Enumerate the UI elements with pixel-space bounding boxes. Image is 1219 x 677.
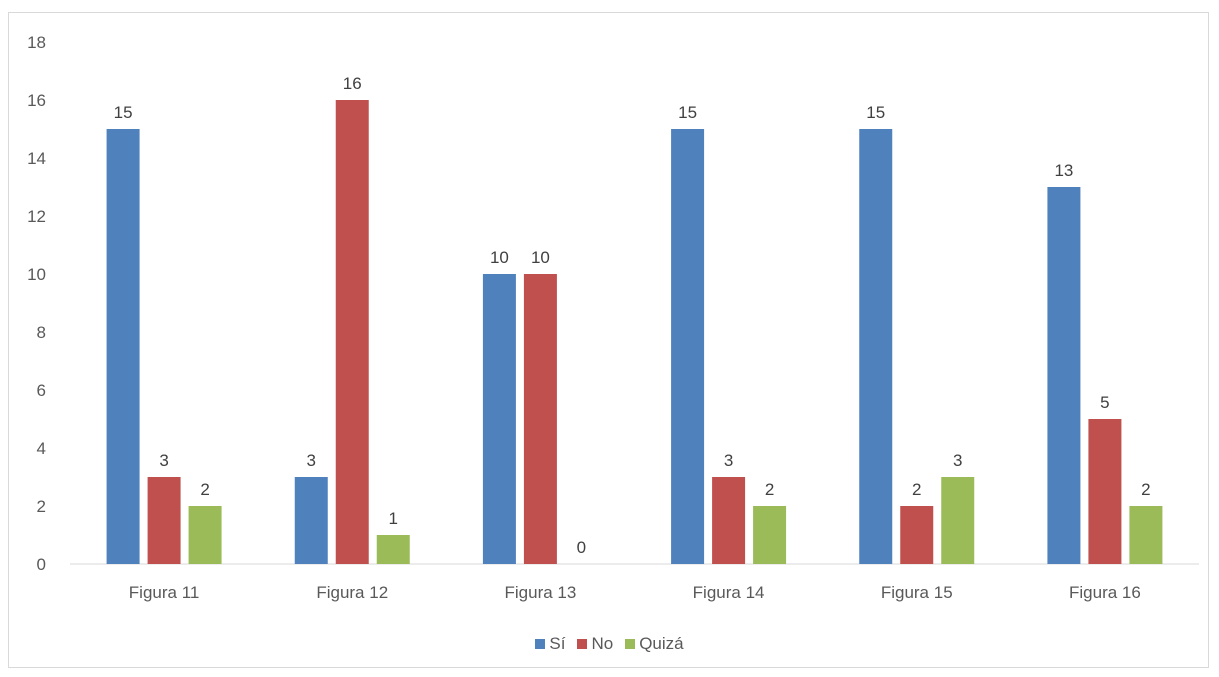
x-category-label: Figura 14: [693, 583, 765, 602]
legend-swatch-si: [535, 639, 546, 649]
data-label: 1: [389, 509, 398, 528]
bar: [900, 506, 934, 564]
x-category-label: Figura 15: [881, 583, 953, 602]
y-tick-label: 18: [27, 33, 46, 52]
bar: [376, 535, 410, 564]
legend-label-si: Sí: [549, 634, 566, 653]
bar: [712, 477, 746, 564]
data-label: 3: [307, 451, 316, 470]
data-label: 0: [577, 538, 586, 557]
legend-swatch-quiza: [625, 639, 636, 649]
bar: [753, 506, 787, 564]
y-tick-label: 14: [27, 149, 46, 168]
data-label: 5: [1100, 393, 1109, 412]
bar: [294, 477, 328, 564]
bar: [859, 129, 893, 564]
x-category-label: Figura 13: [505, 583, 577, 602]
y-tick-label: 8: [37, 323, 46, 342]
legend-item-si: Sí: [535, 634, 565, 654]
x-category-label: Figura 12: [316, 583, 388, 602]
bar: [482, 274, 516, 564]
data-label: 2: [912, 480, 921, 499]
data-label: 2: [765, 480, 774, 499]
legend: Sí No Quizá: [0, 634, 1219, 654]
bar: [1129, 506, 1163, 564]
bar: [1088, 419, 1122, 564]
data-label: 10: [531, 248, 550, 267]
bar: [188, 506, 222, 564]
y-tick-label: 0: [37, 555, 46, 574]
data-label: 3: [159, 451, 168, 470]
x-category-label: Figura 16: [1069, 583, 1141, 602]
legend-swatch-no: [577, 639, 588, 649]
data-label: 15: [678, 103, 697, 122]
bar: [523, 274, 557, 564]
data-label: 3: [724, 451, 733, 470]
y-tick-label: 12: [27, 207, 46, 226]
data-label: 13: [1054, 161, 1073, 180]
bar: [147, 477, 181, 564]
bar: [106, 129, 140, 564]
data-label: 15: [114, 103, 133, 122]
legend-item-no: No: [577, 634, 613, 654]
data-label: 2: [1141, 480, 1150, 499]
bar: [941, 477, 975, 564]
y-tick-label: 16: [27, 91, 46, 110]
legend-item-quiza: Quizá: [625, 634, 684, 654]
data-label: 15: [866, 103, 885, 122]
x-category-label: Figura 11: [129, 583, 200, 602]
legend-label-quiza: Quizá: [639, 634, 684, 653]
data-label: 10: [490, 248, 509, 267]
bar: [671, 129, 705, 564]
y-tick-label: 10: [27, 265, 46, 284]
data-label: 16: [343, 74, 362, 93]
y-tick-label: 4: [37, 439, 46, 458]
y-tick-label: 6: [37, 381, 46, 400]
bar: [1047, 187, 1081, 564]
legend-label-no: No: [591, 634, 614, 653]
data-label: 3: [953, 451, 962, 470]
bar: [335, 100, 369, 564]
data-label: 2: [200, 480, 209, 499]
y-tick-label: 2: [37, 497, 46, 516]
